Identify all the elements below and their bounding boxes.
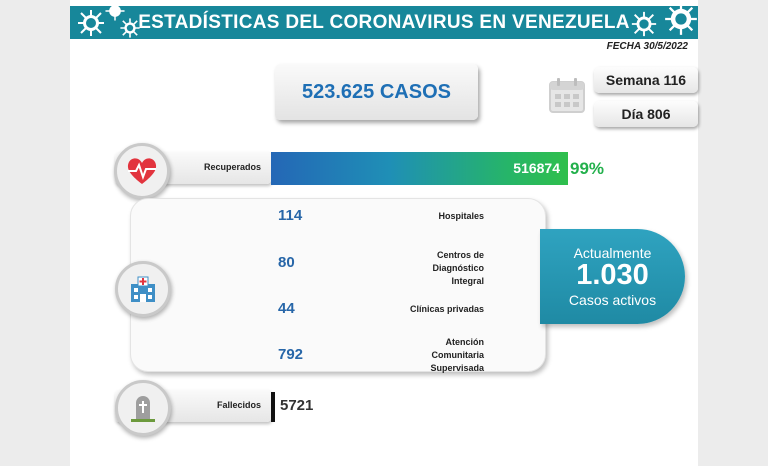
week-badge: Semana 116 <box>594 67 698 93</box>
deaths-value: 5721 <box>280 397 314 414</box>
active-cases-caption-bottom: Casos activos <box>568 292 657 308</box>
hospitals-value: 114 <box>278 207 303 224</box>
private-clinics-value: 44 <box>278 300 295 317</box>
hospital-icon <box>115 261 171 317</box>
recovered-value: 516874 <box>513 160 560 176</box>
virus-icon <box>631 11 657 37</box>
total-cases-box: 523.625 CASOS <box>275 64 478 120</box>
deaths-bar <box>271 392 275 422</box>
virus-icon <box>120 18 140 38</box>
heart-pulse-icon <box>114 143 170 199</box>
private-clinics-label: Clínicas privadas <box>409 304 484 314</box>
page-title: ESTADÍSTICAS DEL CORONAVIRUS EN VENEZUEL… <box>138 12 630 33</box>
calendar-icon <box>549 78 585 113</box>
active-cases-caption-top: Actualmente <box>573 245 652 261</box>
day-badge: Día 806 <box>594 101 698 127</box>
virus-icon <box>78 10 104 36</box>
care-group-panel <box>130 198 546 372</box>
tombstone-icon <box>115 380 171 436</box>
recovered-bar-fill <box>271 152 568 185</box>
virus-icon <box>105 6 125 21</box>
header-banner: ESTADÍSTICAS DEL CORONAVIRUS EN VENEZUEL… <box>70 6 698 39</box>
report-date: FECHA 30/5/2022 <box>606 41 688 52</box>
recovered-percent: 99% <box>570 159 605 178</box>
active-cases-value: 1.030 <box>576 259 649 291</box>
hospitals-label: Hospitales <box>438 211 484 221</box>
cdi-label: Centros de Diagnóstico Integral <box>432 250 484 286</box>
cdi-value: 80 <box>278 254 295 271</box>
recovered-label: Recuperados <box>203 162 261 172</box>
deaths-label: Fallecidos <box>216 400 261 410</box>
virus-icon <box>665 6 697 35</box>
community-care-label: Atención Comunitaria Supervisada <box>430 337 484 373</box>
recovered-bar: 516874 <box>271 152 568 185</box>
community-care-value: 792 <box>278 346 304 363</box>
active-cases-badge: Actualmente 1.030 Casos activos <box>540 229 685 324</box>
